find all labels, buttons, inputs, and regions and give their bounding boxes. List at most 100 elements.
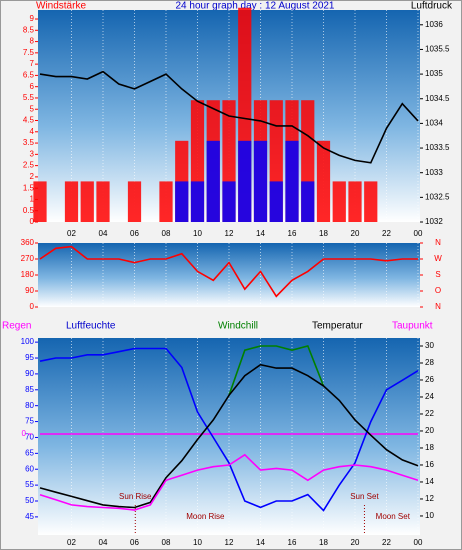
y2-tick-label: S <box>435 270 440 279</box>
wind-bar <box>332 181 346 222</box>
y-tick-label: 7 <box>30 59 35 68</box>
y-tick-label: 180 <box>21 270 35 279</box>
wind-bar <box>316 140 331 222</box>
x-tick-label: 10 <box>193 538 202 547</box>
y-tick-label: 80 <box>25 401 34 410</box>
y-tick-label: 2.5 <box>23 161 35 170</box>
legend-rain: Regen <box>2 321 31 332</box>
y2-tick-label: 1033.5 <box>425 143 450 152</box>
wind-label: Windstärke <box>36 1 86 12</box>
y3-tick-label: 0 <box>22 429 27 438</box>
x-tick-label: 14 <box>256 538 265 547</box>
annotation: Moon Set <box>376 512 411 521</box>
y-tick-label: 6 <box>30 82 35 91</box>
y-tick-label: 3 <box>30 149 35 158</box>
y2-tick-label: 24 <box>425 392 434 401</box>
y-tick-label: 0.5 <box>23 206 35 215</box>
x-tick-label: 02 <box>67 538 76 547</box>
wind-bar <box>206 140 220 222</box>
y2-tick-label: 1035.5 <box>425 45 450 54</box>
wind-bar <box>364 181 378 222</box>
y-tick-label: 1.5 <box>23 183 35 192</box>
y2-tick-label: 10 <box>425 511 434 520</box>
y-tick-label: 100 <box>21 337 35 346</box>
y2-tick-label: N <box>435 302 441 311</box>
y-tick-label: 4 <box>30 127 35 136</box>
y-tick-label: 85 <box>25 385 34 394</box>
y2-tick-label: 22 <box>425 409 434 418</box>
wind-bar <box>190 181 205 222</box>
y-tick-label: 55 <box>25 480 34 489</box>
y-tick-label: 1 <box>30 195 35 204</box>
y2-tick-label: 1032 <box>425 217 443 226</box>
x-tick-label: 06 <box>130 538 139 547</box>
legend-temperature: Temperatur <box>312 321 363 332</box>
x-tick-label: 16 <box>288 538 297 547</box>
x-tick-label: 08 <box>162 229 171 238</box>
y2-tick-label: 14 <box>425 477 434 486</box>
series-line <box>39 453 419 511</box>
y-tick-label: 270 <box>21 254 35 263</box>
wind-bar <box>80 181 94 222</box>
series-line <box>39 347 419 512</box>
y-tick-label: 4.5 <box>23 116 35 125</box>
x-tick-label: 20 <box>351 229 360 238</box>
series-line <box>39 70 419 164</box>
wind-bar <box>301 181 315 222</box>
y-tick-label: 70 <box>25 433 34 442</box>
y-tick-label: 65 <box>25 448 34 457</box>
wind-bar <box>285 140 299 222</box>
x-tick-label: 00 <box>414 538 423 547</box>
y2-tick-label: 12 <box>425 494 434 503</box>
y2-tick-label: 28 <box>425 358 434 367</box>
chart-title: 24 hour graph day : 12 August 2021 <box>175 1 334 12</box>
x-tick-label: 04 <box>99 538 108 547</box>
y2-tick-label: O <box>435 286 441 295</box>
x-tick-label: 08 <box>162 538 171 547</box>
x-tick-label: 18 <box>319 538 328 547</box>
plot-area <box>38 243 420 307</box>
y2-tick-label: 26 <box>425 375 434 384</box>
annotation: Sun Set <box>350 492 379 501</box>
x-tick-label: 22 <box>382 538 391 547</box>
y-tick-label: 6.5 <box>23 71 35 80</box>
x-tick-label: 10 <box>193 229 202 238</box>
wind-bar <box>175 181 189 222</box>
y2-tick-label: 18 <box>425 443 434 452</box>
annotation: Moon Rise <box>186 512 225 521</box>
y2-tick-label: 1034.5 <box>425 94 450 103</box>
y2-tick-label: 1032.5 <box>425 192 450 201</box>
x-tick-label: 02 <box>67 229 76 238</box>
y2-tick-label: 1033 <box>425 168 443 177</box>
y2-tick-label: 1036 <box>425 20 443 29</box>
y-tick-label: 90 <box>25 286 34 295</box>
y-tick-label: 5.5 <box>23 93 35 102</box>
y-tick-label: 9 <box>30 14 35 23</box>
wind-bar <box>33 181 47 222</box>
y-tick-label: 50 <box>25 496 34 505</box>
y-tick-label: 7.5 <box>23 48 35 57</box>
y2-tick-label: W <box>434 254 442 263</box>
legend-humidity: Luftfeuchte <box>66 321 116 332</box>
x-tick-label: 14 <box>256 229 265 238</box>
wind-bar <box>253 140 268 222</box>
wind-bar <box>159 181 173 222</box>
wind-bar <box>348 181 362 222</box>
y-tick-label: 360 <box>21 238 35 247</box>
y2-tick-label: 1035 <box>425 69 443 78</box>
y2-tick-label: 30 <box>425 341 434 350</box>
plot-area <box>38 338 420 535</box>
pressure-label: Luftdruck <box>411 1 453 12</box>
wind-bar <box>238 140 252 222</box>
y-tick-label: 60 <box>25 464 34 473</box>
wind-bar <box>96 181 110 222</box>
y-tick-label: 75 <box>25 417 34 426</box>
x-tick-label: 20 <box>351 538 360 547</box>
x-tick-label: 12 <box>225 538 234 547</box>
y-tick-label: 45 <box>25 512 34 521</box>
series-line <box>39 363 419 509</box>
y-tick-label: 0 <box>30 217 35 226</box>
y-tick-label: 95 <box>25 353 34 362</box>
wind-bar <box>127 181 142 222</box>
